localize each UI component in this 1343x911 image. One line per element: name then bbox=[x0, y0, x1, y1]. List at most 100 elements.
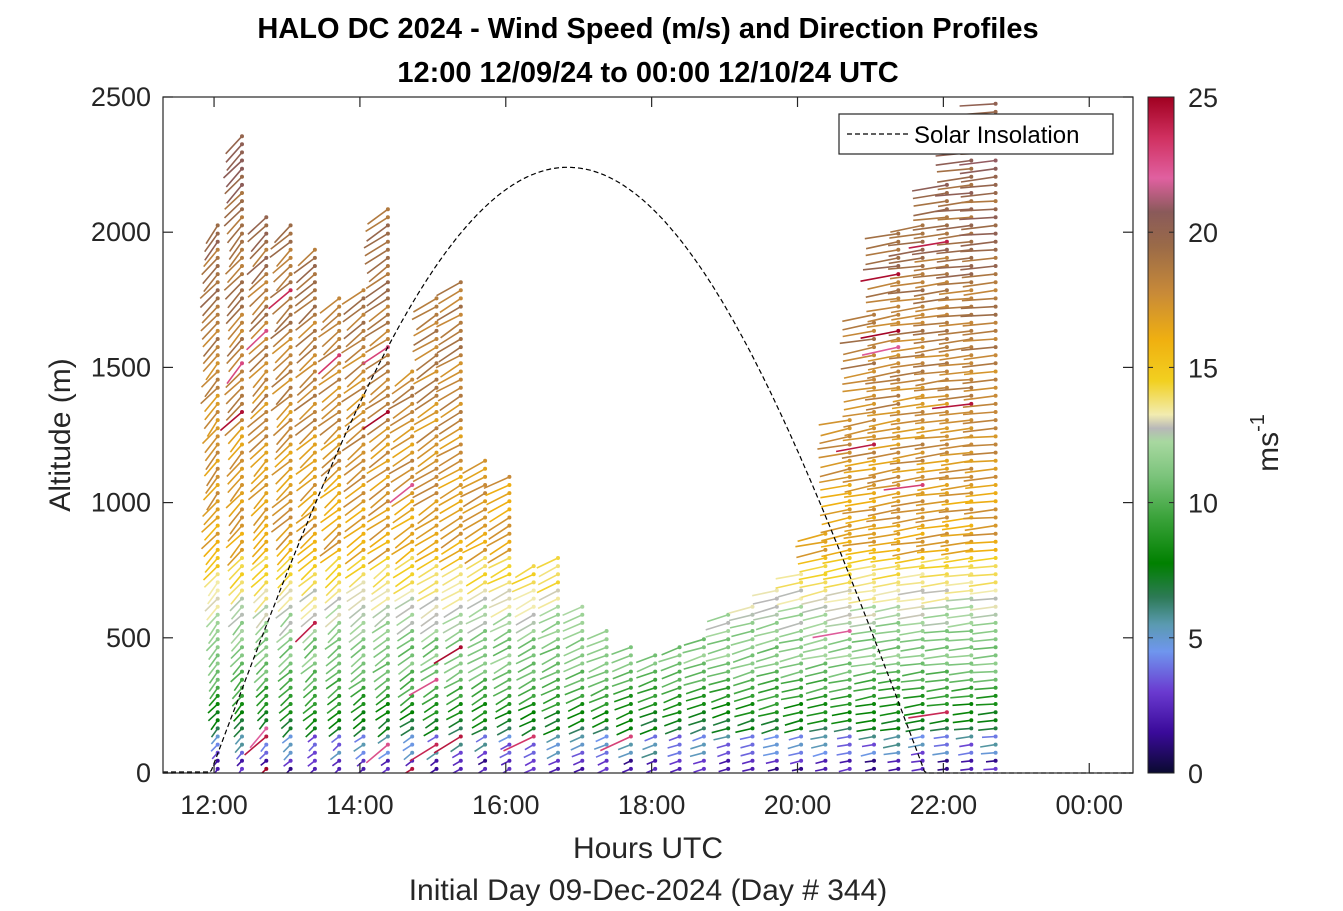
wind-barb-shaft bbox=[843, 492, 875, 498]
wind-barb-shaft bbox=[248, 435, 267, 453]
x-axis-ticks: 12:00 14:00 16:00 18:00 20:00 22:00 00:00 bbox=[180, 97, 1123, 820]
wind-barb-shaft bbox=[464, 524, 486, 540]
wind-barb-point bbox=[896, 515, 901, 520]
wind-barb-shaft bbox=[936, 249, 972, 255]
wind-barb-point bbox=[361, 710, 366, 715]
wind-barb-point bbox=[264, 742, 269, 747]
wind-barb-point bbox=[993, 702, 998, 706]
wind-barb-shaft bbox=[843, 419, 875, 428]
wind-barb-shaft bbox=[471, 719, 486, 729]
wind-barb-point bbox=[531, 629, 536, 633]
wind-barb-shaft bbox=[399, 679, 413, 691]
wind-barb-shaft bbox=[835, 443, 875, 453]
wind-barb-point bbox=[823, 726, 828, 731]
wind-barb-shaft bbox=[712, 711, 729, 719]
wind-barb-shaft bbox=[208, 622, 219, 637]
wind-barb-point bbox=[288, 653, 293, 658]
wind-barb-shaft bbox=[324, 557, 340, 572]
wind-barb-point bbox=[215, 531, 220, 536]
wind-barb-point bbox=[264, 345, 269, 350]
wind-barb-shaft bbox=[712, 719, 729, 726]
wind-barb-point bbox=[507, 766, 512, 771]
wind-barb-shaft bbox=[842, 386, 875, 393]
wind-barb-point bbox=[240, 182, 244, 187]
wind-barb-shaft bbox=[940, 484, 972, 491]
wind-barb-shaft bbox=[299, 484, 316, 502]
wind-barb-shaft bbox=[503, 735, 535, 752]
wind-barb-shaft bbox=[224, 176, 243, 195]
wind-barb-point bbox=[604, 702, 609, 706]
wind-barb-point bbox=[944, 418, 949, 423]
wind-barb-shaft bbox=[496, 719, 510, 728]
wind-barb-point bbox=[896, 426, 901, 431]
wind-barb-shaft bbox=[230, 606, 243, 620]
wind-barb-point bbox=[993, 223, 998, 228]
wind-barb-shaft bbox=[229, 435, 243, 453]
wind-barb-point bbox=[726, 726, 731, 731]
wind-barb-shaft bbox=[460, 484, 486, 498]
wind-barb-point bbox=[385, 426, 390, 431]
wind-barb-shaft bbox=[915, 500, 948, 507]
wind-barb-shaft bbox=[201, 297, 219, 317]
wind-barb-shaft bbox=[201, 516, 219, 533]
wind-barb-shaft bbox=[851, 638, 875, 643]
wind-barb-point bbox=[653, 718, 658, 723]
wind-barb-point bbox=[677, 693, 682, 698]
wind-barb-shaft bbox=[938, 346, 972, 353]
wind-barb-point bbox=[410, 426, 415, 431]
wind-barb-shaft bbox=[302, 679, 316, 692]
wind-barb-shaft bbox=[348, 573, 365, 588]
wind-barb-shaft bbox=[918, 565, 947, 570]
wind-barb-point bbox=[604, 758, 609, 763]
wind-barb-point bbox=[872, 418, 876, 423]
wind-barb-shaft bbox=[327, 622, 340, 636]
wind-barb-shaft bbox=[754, 605, 778, 615]
wind-barb-point bbox=[507, 612, 512, 617]
wind-barb-point bbox=[847, 742, 852, 747]
wind-barb-shaft bbox=[563, 646, 583, 657]
wind-barb-point bbox=[969, 272, 974, 277]
wind-barb-point bbox=[483, 693, 488, 698]
wind-barb-shaft bbox=[777, 605, 802, 613]
wind-barb-shaft bbox=[731, 630, 753, 638]
wind-barb-point bbox=[458, 710, 463, 715]
wind-barb-point bbox=[920, 296, 925, 301]
wind-barb-shaft bbox=[450, 743, 462, 753]
wind-barb-point bbox=[726, 677, 731, 682]
wind-barb-shaft bbox=[843, 370, 875, 379]
wind-barb-shaft bbox=[377, 727, 389, 738]
wind-barb-point bbox=[847, 564, 852, 569]
wind-barb-shaft bbox=[296, 273, 316, 291]
wind-barb-point bbox=[312, 296, 317, 301]
wind-barb-shaft bbox=[317, 354, 340, 375]
wind-barb-shaft bbox=[394, 370, 413, 387]
wind-barb-shaft bbox=[611, 654, 632, 664]
wind-barb-shaft bbox=[946, 605, 972, 611]
wind-barb-point bbox=[847, 677, 852, 682]
wind-barb-point bbox=[847, 580, 852, 585]
wind-barb-point bbox=[896, 758, 901, 763]
wind-barb-shaft bbox=[599, 735, 632, 752]
wind-barb-point bbox=[847, 612, 852, 617]
wind-barb-point bbox=[823, 556, 828, 560]
wind-barb-shaft bbox=[224, 378, 243, 396]
colorbar-label-unit: ms bbox=[1252, 432, 1285, 472]
wind-barb-shaft bbox=[202, 565, 219, 581]
wind-barb-shaft bbox=[853, 670, 875, 677]
wind-barb-point bbox=[361, 353, 366, 358]
wind-barb-shaft bbox=[249, 443, 267, 460]
wind-barb-shaft bbox=[871, 573, 899, 581]
wind-barb-point bbox=[604, 629, 609, 633]
wind-barb-shaft bbox=[276, 557, 292, 573]
wind-barb-shaft bbox=[850, 630, 875, 636]
wind-barb-shaft bbox=[801, 597, 826, 606]
wind-barb-shaft bbox=[420, 662, 437, 674]
wind-barb-point bbox=[774, 710, 779, 715]
y-axis-label: Altitude (m) bbox=[44, 358, 77, 511]
wind-barb-point bbox=[993, 766, 998, 771]
wind-barb-shaft bbox=[350, 670, 365, 683]
wind-barb-shaft bbox=[271, 297, 292, 315]
wind-barb-point bbox=[993, 442, 998, 447]
wind-barb-point bbox=[896, 766, 901, 771]
wind-barb-point bbox=[434, 612, 439, 617]
